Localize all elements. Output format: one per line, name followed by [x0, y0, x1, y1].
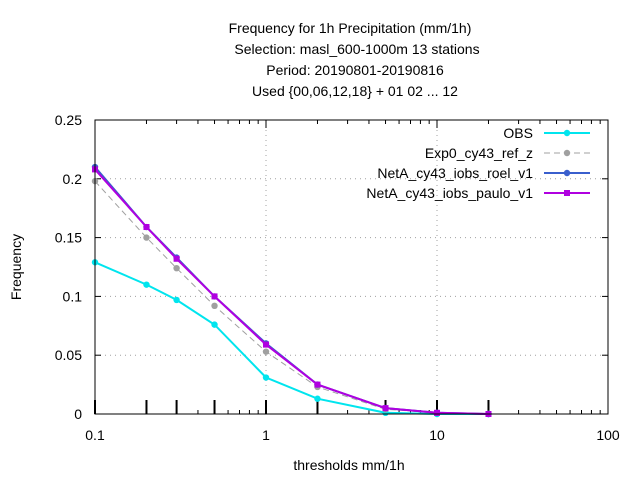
data-point: [434, 409, 440, 416]
data-point: [382, 405, 389, 412]
legend-label: Exp0_cy43_ref_z: [425, 145, 533, 161]
legend-marker: [564, 190, 570, 196]
title-line-4: Used {00,06,12,18} + 01 02 ... 12: [252, 83, 458, 99]
data-point: [211, 293, 218, 300]
plot-frame: [94, 119, 609, 415]
legend-marker: [563, 149, 571, 157]
data-point: [262, 374, 270, 381]
data-point: [143, 281, 150, 288]
legend-label: NetA_cy43_iobs_roel_v1: [377, 165, 533, 181]
title-line-2: Selection: masl_600-1000m 13 stations: [234, 41, 479, 57]
data-point: [314, 395, 321, 402]
x-tick-label: 10: [429, 427, 445, 443]
data-point: [173, 255, 180, 262]
y-tick-label: 0.05: [55, 347, 82, 363]
data-point: [211, 302, 218, 310]
data-point: [262, 348, 270, 355]
series-group: [91, 163, 492, 418]
y-tick-label: 0.2: [63, 171, 83, 187]
chart-title: Frequency for 1h Precipitation (mm/1h) S…: [229, 20, 480, 99]
x-tick-label: 0.1: [85, 427, 105, 443]
y-tick-label: 0.15: [55, 230, 82, 246]
series-line: [94, 261, 489, 415]
y-axis-label: Frequency: [8, 234, 24, 300]
data-point: [173, 296, 180, 304]
data-point: [263, 341, 269, 348]
data-point: [143, 224, 150, 231]
series-line: [94, 168, 489, 415]
data-point: [314, 381, 321, 388]
data-point: [211, 321, 218, 328]
legend-label: NetA_cy43_iobs_paulo_v1: [366, 185, 533, 201]
y-tick-label: 0.25: [55, 112, 82, 128]
y-tick-label: 0: [74, 406, 82, 422]
legend-marker: [563, 129, 571, 137]
data-point: [173, 264, 180, 272]
legend-marker: [563, 169, 571, 177]
legend-label: OBS: [503, 125, 533, 141]
series-line: [94, 166, 489, 415]
y-tick-label: 0.1: [63, 288, 83, 304]
series-line: [94, 180, 489, 415]
x-tick-label: 100: [596, 427, 620, 443]
x-tick-label: 1: [262, 427, 270, 443]
legend: OBS Exp0_cy43_ref_z NetA_cy43_iobs_roel_v1…: [366, 125, 590, 201]
title-line-1: Frequency for 1h Precipitation (mm/1h): [229, 20, 472, 36]
title-line-3: Period: 20190801-20190816: [266, 62, 444, 78]
grid: [95, 120, 608, 414]
x-axis-label: thresholds mm/1h: [293, 457, 404, 473]
data-point: [143, 234, 150, 241]
